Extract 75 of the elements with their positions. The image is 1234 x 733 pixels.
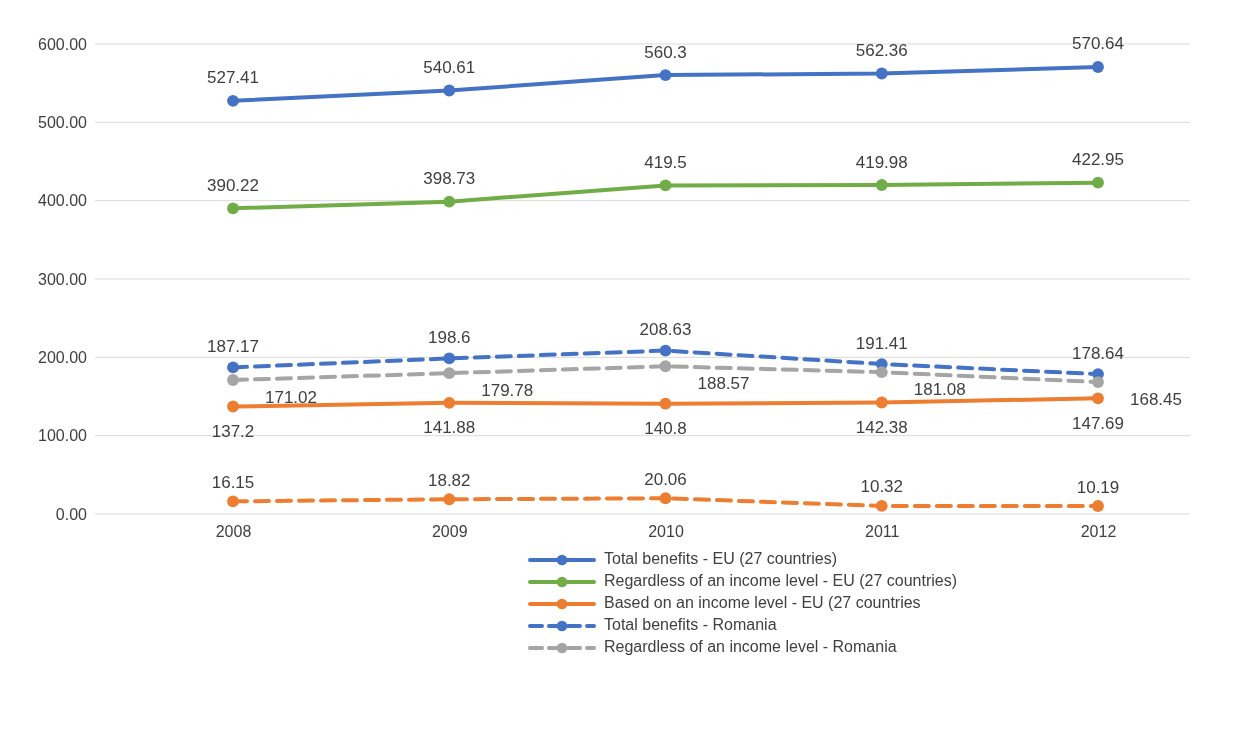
point xyxy=(875,179,888,191)
x-tick-label: 2012 xyxy=(1080,523,1117,541)
point xyxy=(1092,500,1104,512)
y-tick-label: 0.00 xyxy=(55,505,88,523)
point xyxy=(227,374,239,386)
legend-label: Total benefits - Romania xyxy=(604,616,777,634)
point xyxy=(443,367,456,380)
point xyxy=(659,360,672,373)
point xyxy=(227,202,239,215)
data-label: 570.64 xyxy=(1072,34,1124,54)
data-label: 137.2 xyxy=(211,422,255,442)
y-tick-label: 300.00 xyxy=(38,270,88,288)
data-label: 141.88 xyxy=(423,418,476,438)
point xyxy=(227,400,239,413)
data-label: 198.6 xyxy=(427,327,471,347)
data-label: 178.64 xyxy=(1072,343,1124,363)
data-label: 16.15 xyxy=(211,472,255,492)
data-label: 187.17 xyxy=(207,336,259,356)
point xyxy=(659,69,672,81)
legend-label: Regardless of an income level - Romania xyxy=(604,638,897,656)
data-label: 527.41 xyxy=(207,68,259,88)
data-label: 179.78 xyxy=(481,380,534,400)
y-tick-label: 600.00 xyxy=(38,35,88,53)
point xyxy=(1092,376,1104,388)
y-tick-label: 100.00 xyxy=(38,427,88,445)
data-label: 168.45 xyxy=(1130,389,1182,409)
point xyxy=(227,495,239,508)
point xyxy=(1092,176,1104,189)
data-label: 390.22 xyxy=(207,175,259,195)
data-label: 10.32 xyxy=(860,477,904,497)
point xyxy=(1092,61,1104,73)
point xyxy=(227,94,239,107)
data-label: 171.02 xyxy=(265,387,317,407)
point xyxy=(875,396,888,409)
point xyxy=(1092,392,1104,405)
data-label: 18.82 xyxy=(427,470,471,490)
data-label: 419.5 xyxy=(644,152,687,172)
data-label: 20.06 xyxy=(644,469,687,489)
legend-label: Total benefits - EU (27 countries) xyxy=(604,550,837,568)
point xyxy=(443,396,456,409)
point xyxy=(659,397,672,410)
legend-label: Regardless of an income level - EU (27 countries) xyxy=(604,572,958,590)
data-label: 560.3 xyxy=(644,42,687,62)
point xyxy=(443,493,456,506)
y-tick-label: 500.00 xyxy=(38,113,88,131)
data-label: 142.38 xyxy=(855,417,908,437)
data-label: 181.08 xyxy=(913,379,966,399)
point xyxy=(227,361,239,374)
data-label: 147.69 xyxy=(1072,413,1124,433)
point xyxy=(443,195,456,208)
x-tick-label: 2009 xyxy=(431,523,468,541)
data-label: 140.8 xyxy=(644,419,687,439)
data-label: 398.73 xyxy=(423,169,476,189)
legend-label: Based on an income level - EU (27 countries xyxy=(604,594,921,612)
point xyxy=(443,352,456,365)
point xyxy=(659,492,672,505)
data-label: 10.19 xyxy=(1076,477,1120,497)
data-label: 419.98 xyxy=(855,152,908,172)
y-tick-label: 400.00 xyxy=(38,192,88,210)
point xyxy=(659,344,672,357)
x-tick-label: 2008 xyxy=(215,523,252,541)
y-tick-label: 200.00 xyxy=(38,348,88,366)
data-label: 422.95 xyxy=(1072,150,1124,170)
data-label: 540.61 xyxy=(423,58,476,78)
point xyxy=(659,179,672,192)
x-tick-label: 2011 xyxy=(865,523,900,541)
point xyxy=(875,67,888,80)
data-label: 208.63 xyxy=(639,320,692,340)
point xyxy=(875,500,888,512)
point xyxy=(443,84,456,97)
data-label: 191.41 xyxy=(855,333,908,353)
data-label: 188.57 xyxy=(697,373,750,393)
data-label: 562.36 xyxy=(855,40,908,60)
point xyxy=(875,366,888,379)
x-tick-label: 2010 xyxy=(648,523,684,541)
